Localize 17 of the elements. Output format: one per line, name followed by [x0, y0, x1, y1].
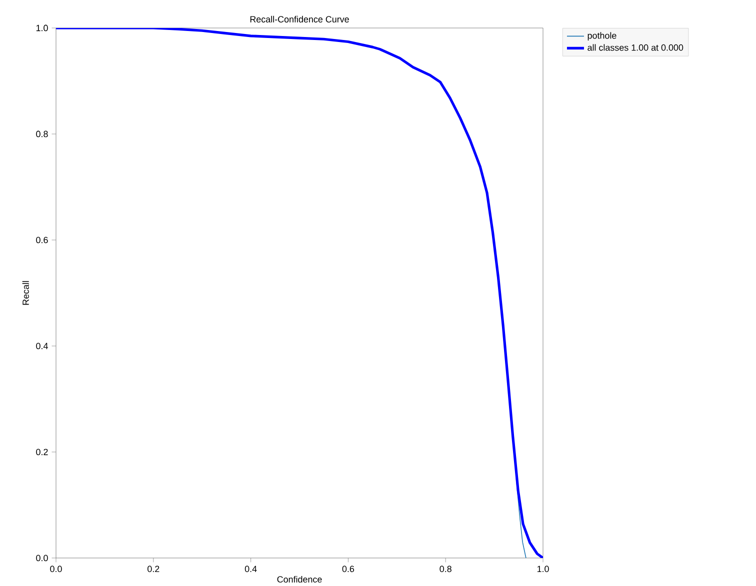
x-tick-label: 0.4: [244, 566, 257, 572]
y-tick-label: 1.0: [36, 24, 48, 32]
x-tick-label: 0.2: [148, 566, 160, 572]
y-tick-label: 0.2: [36, 448, 48, 456]
y-axis-title: Recall: [22, 281, 29, 305]
x-tick-label: 0.8: [440, 566, 452, 572]
legend-label: all classes 1.00 at 0.000: [588, 44, 684, 51]
x-axis-title: Confidence: [277, 576, 322, 583]
y-tick-label: 0.4: [36, 342, 48, 350]
y-tick-label: 0.8: [36, 130, 48, 138]
x-tick-label: 0.0: [50, 566, 62, 572]
y-tick-label: 0.0: [36, 554, 48, 562]
chart-title: Recall-Confidence Curve: [250, 16, 349, 23]
x-tick-label: 1.0: [537, 566, 549, 572]
y-tick-label: 0.6: [36, 236, 48, 244]
x-tick-label: 0.6: [342, 566, 354, 572]
legend-label: pothole: [588, 32, 616, 41]
